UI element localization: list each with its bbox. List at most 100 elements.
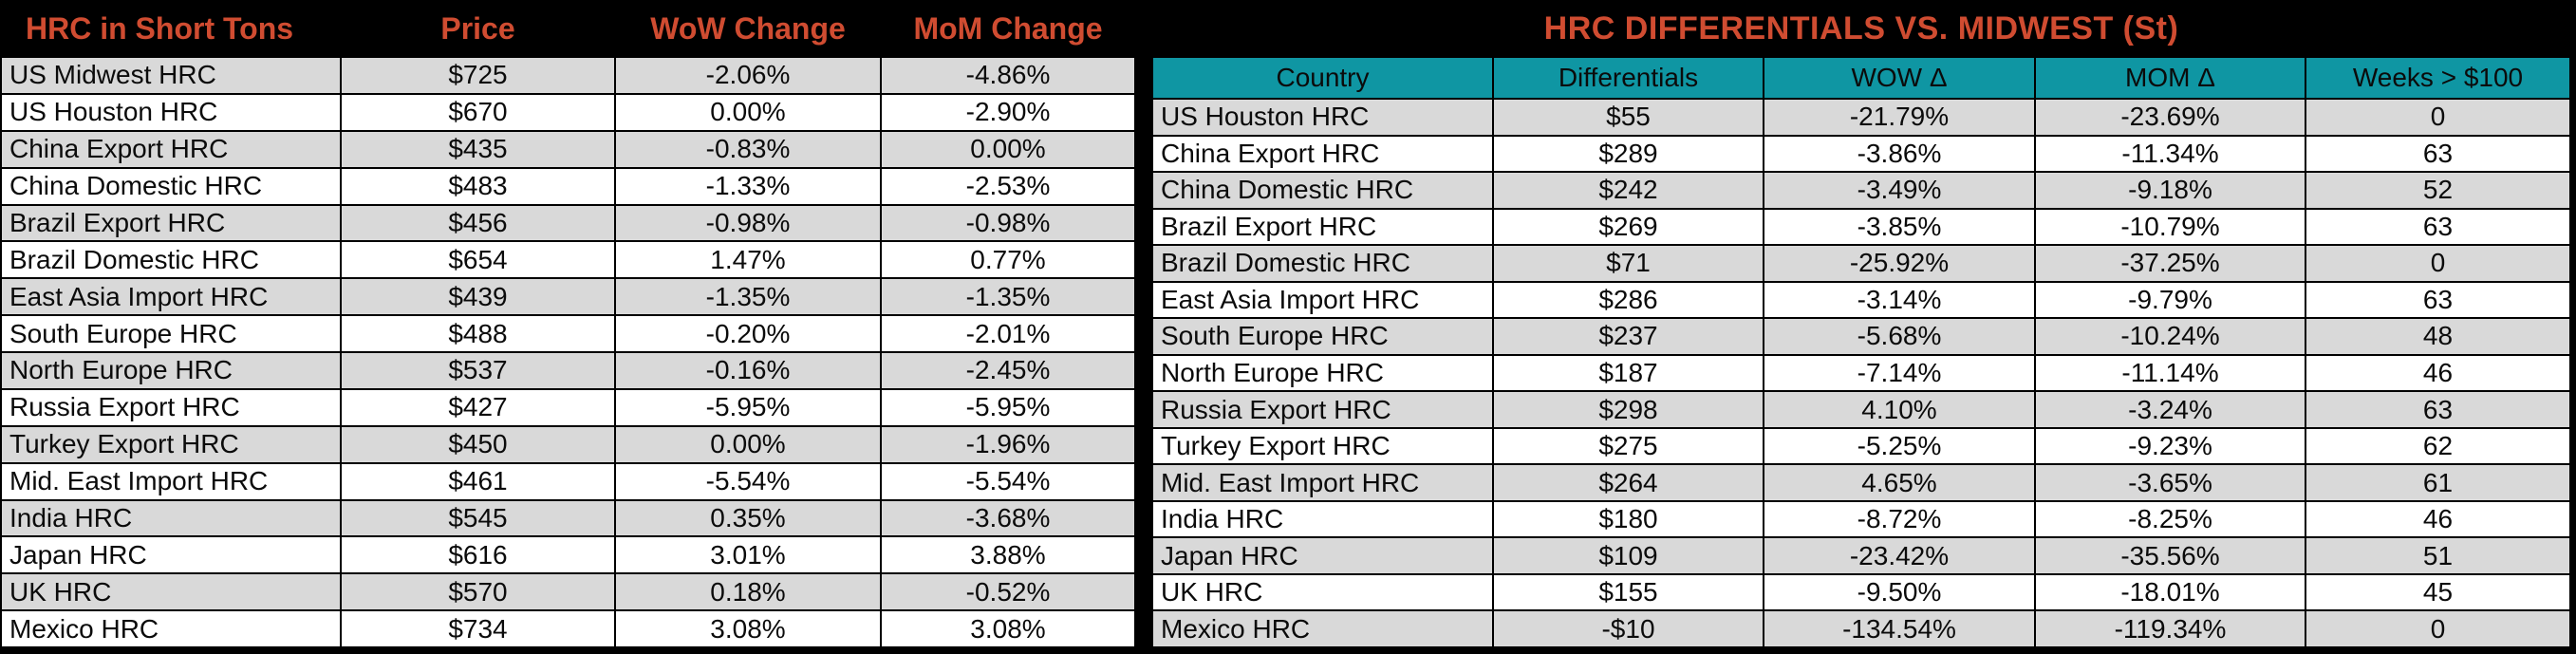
table-row: East Asia Import HRC $439 -1.35% -1.35% [0, 277, 1136, 317]
value-cell: 3.88% [880, 535, 1136, 575]
table-row: Turkey Export HRC $450 0.00% -1.96% [0, 424, 1136, 464]
value-cell: -25.92% [1763, 244, 2036, 283]
row-label-cell: Mid. East Import HRC [0, 461, 342, 501]
value-cell: -3.24% [2034, 390, 2306, 429]
row-label-cell: Mexico HRC [0, 609, 342, 648]
value-cell: -9.18% [2034, 171, 2306, 210]
value-cell: -4.86% [880, 56, 1136, 95]
value-cell: -$10 [1492, 609, 1764, 648]
table-row: Mexico HRC -$10 -134.54% -119.34% 0 [1151, 609, 2571, 648]
value-cell: $725 [340, 56, 616, 95]
row-label-cell: North Europe HRC [0, 351, 342, 390]
value-cell: 0.77% [880, 240, 1136, 280]
value-cell: 0 [2305, 609, 2571, 648]
row-label-cell: China Export HRC [0, 129, 342, 169]
table-row: US Houston HRC $670 0.00% -2.90% [0, 92, 1136, 132]
value-cell: 3.08% [614, 609, 882, 648]
value-cell: -1.35% [614, 277, 882, 317]
value-cell: $187 [1492, 353, 1764, 393]
value-cell: -2.01% [880, 314, 1136, 353]
value-cell: 0 [2305, 244, 2571, 283]
row-label-cell: US Houston HRC [1151, 98, 1494, 137]
value-cell: 0.00% [880, 129, 1136, 169]
value-cell: -1.35% [880, 277, 1136, 317]
value-cell: $71 [1492, 244, 1764, 283]
value-cell: $450 [340, 424, 616, 464]
row-label-cell: Brazil Domestic HRC [0, 240, 342, 280]
value-cell: $269 [1492, 207, 1764, 247]
value-cell: -5.95% [880, 387, 1136, 427]
value-cell: -2.06% [614, 56, 882, 95]
header-differentials: Differentials [1492, 56, 1764, 100]
value-cell: $298 [1492, 390, 1764, 429]
value-cell: -2.53% [880, 166, 1136, 206]
row-label-cell: India HRC [0, 498, 342, 538]
value-cell: -5.25% [1763, 426, 2036, 466]
row-label-cell: Brazil Export HRC [0, 203, 342, 243]
row-label-cell: North Europe HRC [1151, 353, 1494, 393]
value-cell: $242 [1492, 171, 1764, 210]
value-cell: 0 [2305, 98, 2571, 137]
table-row: UK HRC $155 -9.50% -18.01% 45 [1151, 572, 2571, 612]
value-cell: 3.08% [880, 609, 1136, 648]
header-wow-delta: WOW Δ [1763, 56, 2036, 100]
row-label-cell: China Export HRC [1151, 134, 1494, 174]
value-cell: $286 [1492, 280, 1764, 320]
value-cell: $654 [340, 240, 616, 280]
value-cell: -5.95% [614, 387, 882, 427]
row-label-cell: South Europe HRC [0, 314, 342, 353]
row-label-cell: Japan HRC [0, 535, 342, 575]
value-cell: -7.14% [1763, 353, 2036, 393]
value-cell: 3.01% [614, 535, 882, 575]
value-cell: -3.86% [1763, 134, 2036, 174]
row-label-cell: East Asia Import HRC [0, 277, 342, 317]
value-cell: 4.65% [1763, 463, 2036, 502]
table-row: US Houston HRC $55 -21.79% -23.69% 0 [1151, 98, 2571, 137]
row-label-cell: Brazil Export HRC [1151, 207, 1494, 247]
value-cell: -11.34% [2034, 134, 2306, 174]
table-row: Brazil Domestic HRC $71 -25.92% -37.25% 0 [1151, 244, 2571, 283]
table-row: US Midwest HRC $725 -2.06% -4.86% [0, 56, 1136, 95]
table-row: UK HRC $570 0.18% -0.52% [0, 572, 1136, 612]
row-label-cell: China Domestic HRC [1151, 171, 1494, 210]
header-price: Price [340, 0, 616, 58]
value-cell: 0.35% [614, 498, 882, 538]
table-row: South Europe HRC $488 -0.20% -2.01% [0, 314, 1136, 353]
differentials-title: HRC DIFFERENTIALS VS. MIDWEST (St) [1151, 0, 2571, 58]
value-cell: 63 [2305, 134, 2571, 174]
value-cell: -1.96% [880, 424, 1136, 464]
value-cell: -3.49% [1763, 171, 2036, 210]
table-row: Mid. East Import HRC $461 -5.54% -5.54% [0, 461, 1136, 501]
table-row: South Europe HRC $237 -5.68% -10.24% 48 [1151, 317, 2571, 356]
row-label-cell: UK HRC [0, 572, 342, 612]
value-cell: $55 [1492, 98, 1764, 137]
table-row: Japan HRC $109 -23.42% -35.56% 51 [1151, 536, 2571, 575]
value-cell: -9.23% [2034, 426, 2306, 466]
value-cell: $734 [340, 609, 616, 648]
row-label-cell: Turkey Export HRC [1151, 426, 1494, 466]
value-cell: 63 [2305, 280, 2571, 320]
row-label-cell: Mexico HRC [1151, 609, 1494, 648]
value-cell: -3.14% [1763, 280, 2036, 320]
header-mom-delta: MOM Δ [2034, 56, 2306, 100]
differentials-title-row: HRC DIFFERENTIALS VS. MIDWEST (St) [1151, 0, 2571, 58]
value-cell: -3.85% [1763, 207, 2036, 247]
table-row: Japan HRC $616 3.01% 3.88% [0, 535, 1136, 575]
row-label-cell: China Domestic HRC [0, 166, 342, 206]
table-row: Brazil Export HRC $269 -3.85% -10.79% 63 [1151, 207, 2571, 247]
value-cell: 0.00% [614, 92, 882, 132]
table-row: India HRC $180 -8.72% -8.25% 46 [1151, 499, 2571, 539]
value-cell: $427 [340, 387, 616, 427]
value-cell: -18.01% [2034, 572, 2306, 612]
value-cell: $670 [340, 92, 616, 132]
value-cell: -0.16% [614, 351, 882, 390]
row-label-cell: UK HRC [1151, 572, 1494, 612]
value-cell: -9.79% [2034, 280, 2306, 320]
table-row: China Export HRC $435 -0.83% 0.00% [0, 129, 1136, 169]
value-cell: 0.00% [614, 424, 882, 464]
value-cell: $289 [1492, 134, 1764, 174]
row-label-cell: India HRC [1151, 499, 1494, 539]
value-cell: $275 [1492, 426, 1764, 466]
value-cell: 63 [2305, 390, 2571, 429]
table-row: Mid. East Import HRC $264 4.65% -3.65% 61 [1151, 463, 2571, 502]
